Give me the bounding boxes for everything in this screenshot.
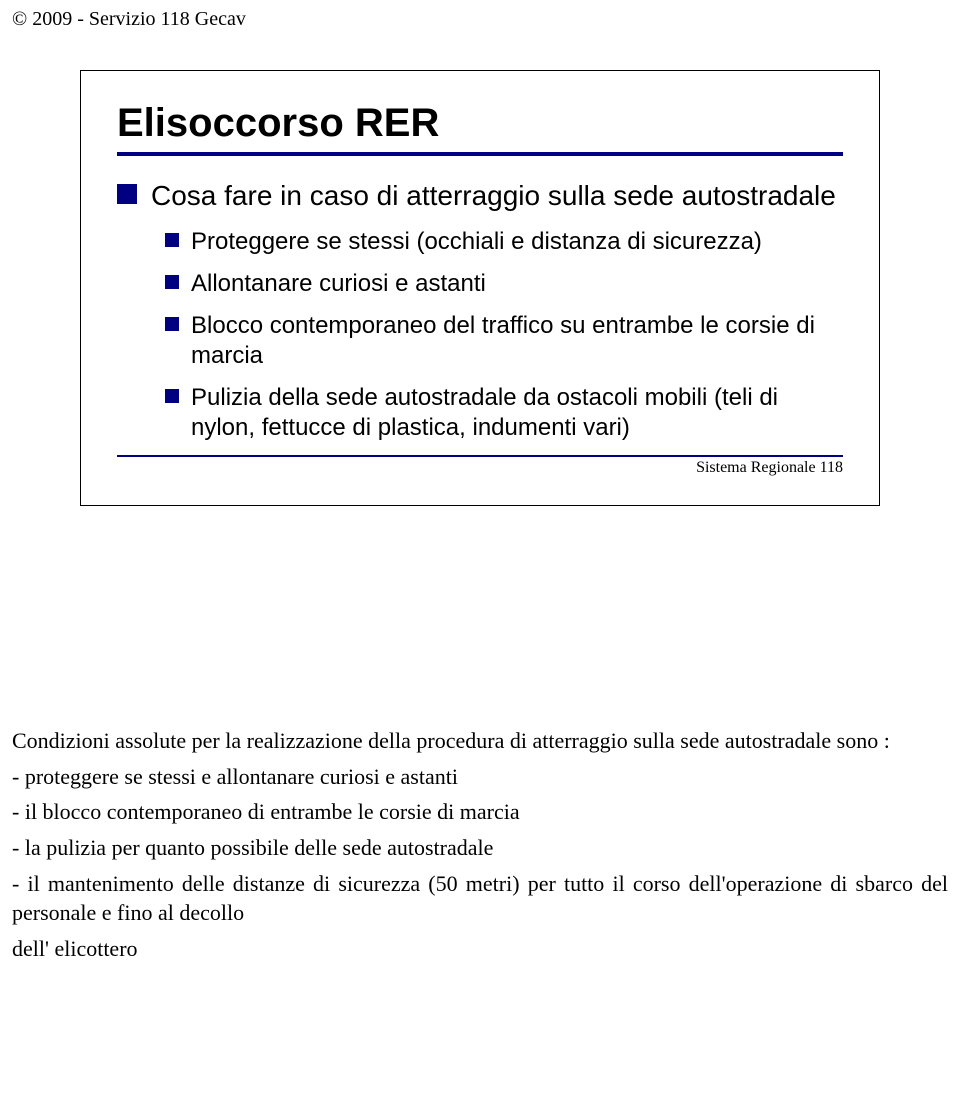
square-bullet-icon: [165, 317, 179, 331]
slide-title: Elisoccorso RER: [117, 101, 843, 146]
slide-footer-text: Sistema Regionale 118: [117, 459, 843, 477]
body-text: Condizioni assolute per la realizzazione…: [12, 726, 948, 970]
page: © 2009 - Servizio 118 Gecav Elisoccorso …: [0, 0, 960, 1114]
slide-box: Elisoccorso RER Cosa fare in caso di att…: [80, 70, 880, 506]
body-line: - la pulizia per quanto possibile delle …: [12, 833, 948, 863]
section-heading: Cosa fare in caso di atterraggio sulla s…: [117, 178, 843, 213]
body-line: - proteggere se stessi e allontanare cur…: [12, 762, 948, 792]
list-item: Allontanare curiosi e astanti: [165, 269, 843, 299]
document-header: © 2009 - Servizio 118 Gecav: [12, 8, 246, 31]
square-bullet-icon: [165, 389, 179, 403]
list-item-text: Blocco contemporaneo del traffico su ent…: [191, 311, 843, 371]
body-line: - il blocco contemporaneo di entrambe le…: [12, 797, 948, 827]
square-bullet-icon: [117, 184, 137, 204]
list-item-text: Pulizia della sede autostradale da ostac…: [191, 383, 843, 443]
list-item: Blocco contemporaneo del traffico su ent…: [165, 311, 843, 371]
list-item-text: Proteggere se stessi (occhiali e distanz…: [191, 227, 762, 257]
title-underline: [117, 152, 843, 156]
list-item: Proteggere se stessi (occhiali e distanz…: [165, 227, 843, 257]
square-bullet-icon: [165, 275, 179, 289]
body-line: - il mantenimento delle distanze di sicu…: [12, 869, 948, 928]
list-item-text: Allontanare curiosi e astanti: [191, 269, 486, 299]
list-item: Pulizia della sede autostradale da ostac…: [165, 383, 843, 443]
body-lead: Condizioni assolute per la realizzazione…: [12, 726, 948, 756]
body-line: dell' elicottero: [12, 934, 948, 964]
section-heading-text: Cosa fare in caso di atterraggio sulla s…: [151, 178, 836, 213]
square-bullet-icon: [165, 233, 179, 247]
footer-divider: [117, 455, 843, 457]
